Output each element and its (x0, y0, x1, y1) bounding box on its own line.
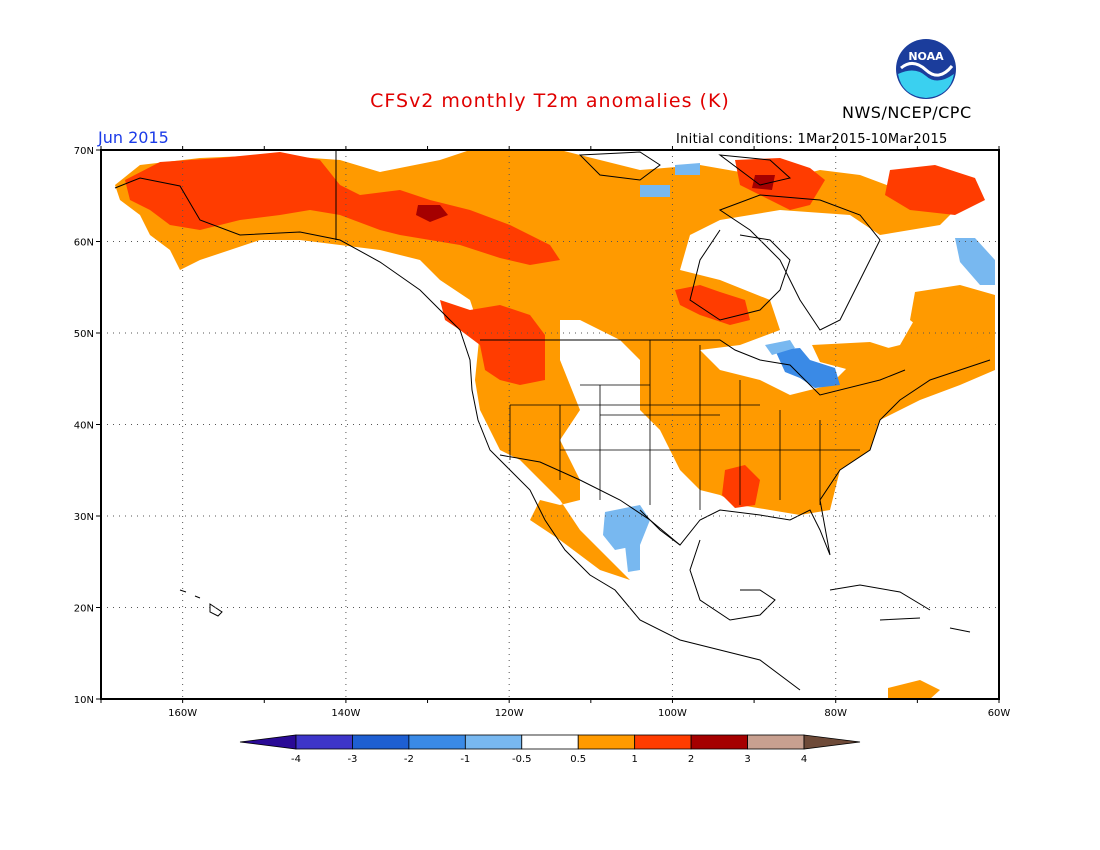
arctic-islands (578, 151, 792, 186)
legend-label: -4 (291, 754, 301, 765)
legend-swatch (408, 734, 466, 750)
legend-swatch (464, 734, 523, 750)
anomaly-region-warm2-arctic (735, 158, 825, 210)
map-title: CFSv2 monthly T2m anomalies (K) (370, 90, 730, 112)
anomaly-region-warm2-gulf (722, 465, 760, 508)
anomaly-field (114, 150, 995, 699)
legend-label: 1 (631, 754, 637, 765)
caribbean-islands (829, 584, 971, 633)
coastline-gulf (639, 359, 991, 556)
lat-label: 40N (74, 421, 94, 432)
anomaly-region-cool-greatlakes (765, 340, 795, 355)
anomaly-region-warm2-coast (440, 300, 545, 385)
lat-label: 20N (74, 604, 94, 615)
lon-label: 60W (988, 708, 1011, 719)
forecast-period: Jun 2015 (98, 128, 169, 147)
legend-label: -2 (404, 754, 414, 765)
legend-swatch (747, 734, 805, 750)
legend-arrow-low (239, 734, 297, 750)
lat-label: 60N (74, 238, 94, 249)
lat-label: 30N (74, 512, 94, 523)
legend-swatch (577, 734, 636, 750)
border-us-canada (480, 339, 906, 396)
legend-swatch (352, 734, 410, 750)
legend-label: 4 (801, 754, 807, 765)
legend-label: 0.5 (570, 754, 586, 765)
brand-label: NWS/NCEP/CPC (842, 103, 972, 122)
legend-label: -1 (460, 754, 470, 765)
hawaii-islands (179, 589, 223, 617)
border-us-mexico (499, 454, 681, 546)
lat-label: 50N (74, 329, 94, 340)
lon-label: 160W (168, 708, 197, 719)
anomaly-region-warm3-arctic (752, 175, 775, 190)
anomaly-region-warm2-ontario (675, 285, 750, 325)
lat-label: 70N (74, 146, 94, 157)
initial-conditions: Initial conditions: 1Mar2015-10Mar2015 (676, 132, 948, 147)
anomaly-region-warm2-greenland (885, 165, 985, 215)
anomaly-region-warm3-yukon (416, 205, 448, 222)
anomaly-region-cool-mexico (625, 545, 640, 572)
anomaly-region-cool2-greatlakes (775, 348, 840, 388)
lat-label: 10N (74, 695, 94, 706)
noaa-logo-text: NOAA (908, 50, 944, 63)
legend-label: -3 (347, 754, 357, 765)
coastline-yucatan (689, 539, 776, 621)
legend-swatch (690, 734, 748, 750)
legend-swatch (634, 734, 692, 750)
coastline-west (114, 177, 801, 691)
legend-swatch (521, 734, 579, 750)
coastline-greenland (718, 194, 881, 331)
anomaly-region-cool-labrador (955, 238, 995, 285)
lon-label: 140W (331, 708, 360, 719)
anomaly-region-warm2-alaska (125, 152, 560, 265)
lon-label: 80W (824, 708, 847, 719)
legend-arrow-high (803, 734, 861, 750)
anomaly-region-warm1 (115, 150, 995, 580)
anomaly-region-warm1-east (812, 342, 895, 370)
color-legend: -4 -3 -2 -1 -0.5 0.5 1 2 3 4 (239, 734, 861, 765)
noaa-logo: NOAA (895, 38, 957, 100)
anomaly-region-cool-hudson (675, 163, 700, 175)
legend-label: 2 (688, 754, 694, 765)
anomaly-region-warm1-labrador (910, 285, 995, 350)
legend-label: -0.5 (512, 754, 532, 765)
coastline-hudson (689, 229, 791, 321)
latitude-labels: 10N 20N 30N 40N 50N 60N 70N (74, 146, 94, 706)
longitude-labels: 160W 140W 120W 100W 80W 60W (168, 708, 1010, 719)
lon-label: 100W (658, 708, 687, 719)
legend-label: 3 (744, 754, 750, 765)
state-borders (509, 340, 860, 510)
anomaly-region-warm1-caribbean (888, 680, 940, 699)
anomaly-region-cool-arctic (640, 185, 670, 197)
axis-ticks (96, 146, 1000, 703)
anomaly-region-cool-texas (603, 505, 650, 550)
lon-label: 120W (495, 708, 524, 719)
legend-swatch (295, 734, 353, 750)
